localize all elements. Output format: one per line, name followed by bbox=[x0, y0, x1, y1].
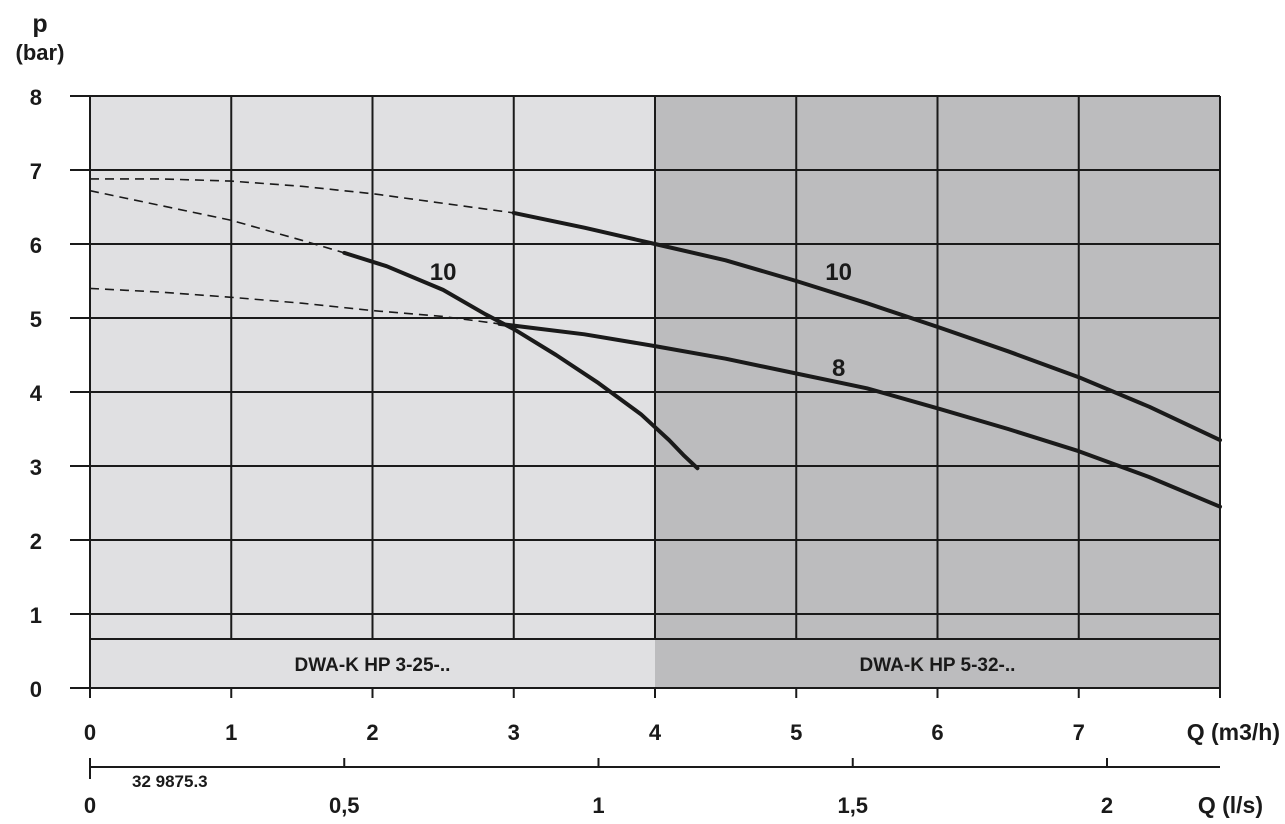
curve-label-2: 10 bbox=[825, 259, 852, 286]
curve-label-1: 10 bbox=[430, 259, 457, 286]
y-axis-unit: (bar) bbox=[16, 40, 65, 65]
x-tick-label-4: 4 bbox=[649, 720, 662, 745]
zone-label-1: DWA-K HP 3-25-.. bbox=[295, 655, 451, 676]
zone-label-2: DWA-K HP 5-32-.. bbox=[860, 655, 1016, 676]
curve-1-solid bbox=[342, 250, 700, 471]
y-tick-label-3: 3 bbox=[30, 455, 42, 480]
y-tick-label-5: 5 bbox=[30, 307, 42, 332]
y-tick-label-2: 2 bbox=[30, 529, 42, 554]
y-tick-label-7: 7 bbox=[30, 159, 42, 184]
curve-1-dashed bbox=[89, 189, 345, 254]
curve-label-3: 8 bbox=[832, 355, 845, 382]
y-tick-label-6: 6 bbox=[30, 233, 42, 258]
x2-tick-label-4: 2 bbox=[1101, 793, 1113, 818]
curve-2-dashed bbox=[90, 178, 514, 214]
x-tick-label-0: 0 bbox=[84, 720, 96, 745]
grid-lines bbox=[70, 95, 1221, 779]
x-tick-label-1: 1 bbox=[225, 720, 237, 745]
x-tick-label-6: 6 bbox=[931, 720, 943, 745]
y-tick-label-0: 0 bbox=[30, 677, 42, 702]
drawing-number: 32 9875.3 bbox=[132, 772, 208, 791]
curve-2-solid bbox=[511, 210, 1222, 443]
axis-labels: p (bar) Q (m3/h) Q (l/s) 32 9875.3 DWA-K… bbox=[16, 10, 1280, 818]
y-tick-label-1: 1 bbox=[30, 603, 42, 628]
x-axis-label: Q (m3/h) bbox=[1187, 719, 1280, 745]
x2-tick-label-3: 1,5 bbox=[837, 793, 868, 818]
x2-tick-label-1: 0,5 bbox=[329, 793, 360, 818]
x-tick-label-7: 7 bbox=[1073, 720, 1085, 745]
curve-3-dashed bbox=[89, 287, 500, 325]
curve-3-solid bbox=[497, 321, 1222, 509]
y-tick-label-4: 4 bbox=[30, 381, 43, 406]
x-tick-label-5: 5 bbox=[790, 720, 802, 745]
x2-tick-label-2: 1 bbox=[592, 793, 604, 818]
x-tick-label-3: 3 bbox=[508, 720, 520, 745]
x-tick-label-2: 2 bbox=[366, 720, 378, 745]
y-tick-label-8: 8 bbox=[30, 85, 42, 110]
x2-axis-label: Q (l/s) bbox=[1198, 792, 1263, 818]
curve-series bbox=[89, 178, 1222, 509]
x2-tick-label-0: 0 bbox=[84, 793, 96, 818]
y-axis-label: p bbox=[32, 10, 47, 38]
